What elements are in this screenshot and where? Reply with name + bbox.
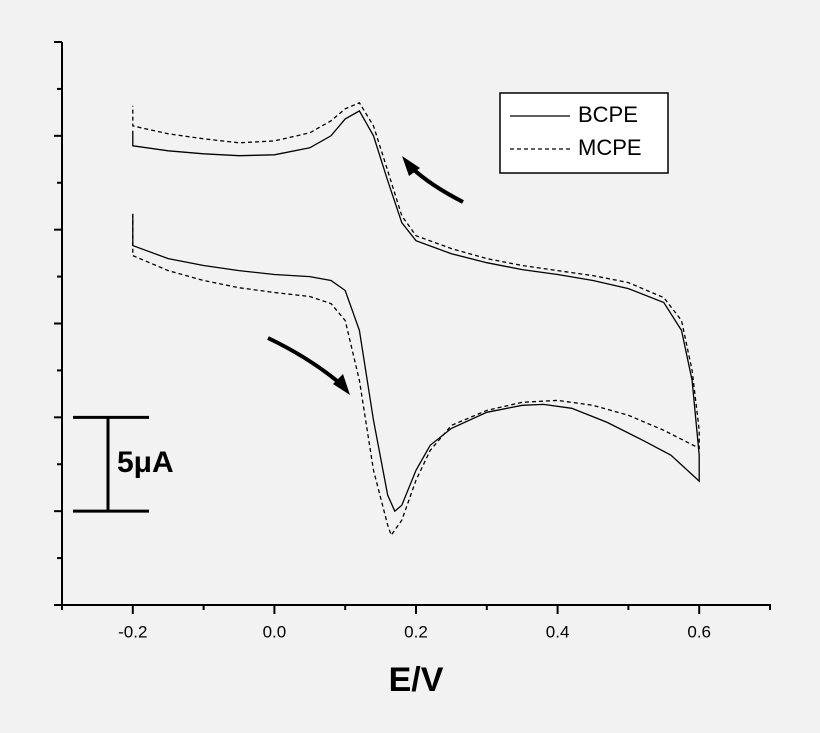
arrow-head bbox=[402, 156, 420, 176]
x-tick-label: -0.2 bbox=[118, 622, 147, 641]
x-tick-label: 0.6 bbox=[687, 622, 711, 641]
arrow-head bbox=[333, 374, 350, 395]
x-tick-label: 0.4 bbox=[546, 622, 570, 641]
scale-bar-label: 5μA bbox=[117, 446, 174, 479]
x-tick-label: 0.2 bbox=[404, 622, 428, 641]
series-line bbox=[132, 101, 700, 537]
legend-label: BCPE bbox=[578, 102, 638, 127]
scan-arrow bbox=[267, 336, 344, 387]
x-axis-label: E/V bbox=[389, 661, 444, 699]
legend-label: MCPE bbox=[578, 135, 642, 160]
legend-box bbox=[499, 92, 669, 174]
series-line bbox=[132, 110, 700, 513]
x-tick-label: 0.0 bbox=[263, 622, 287, 641]
